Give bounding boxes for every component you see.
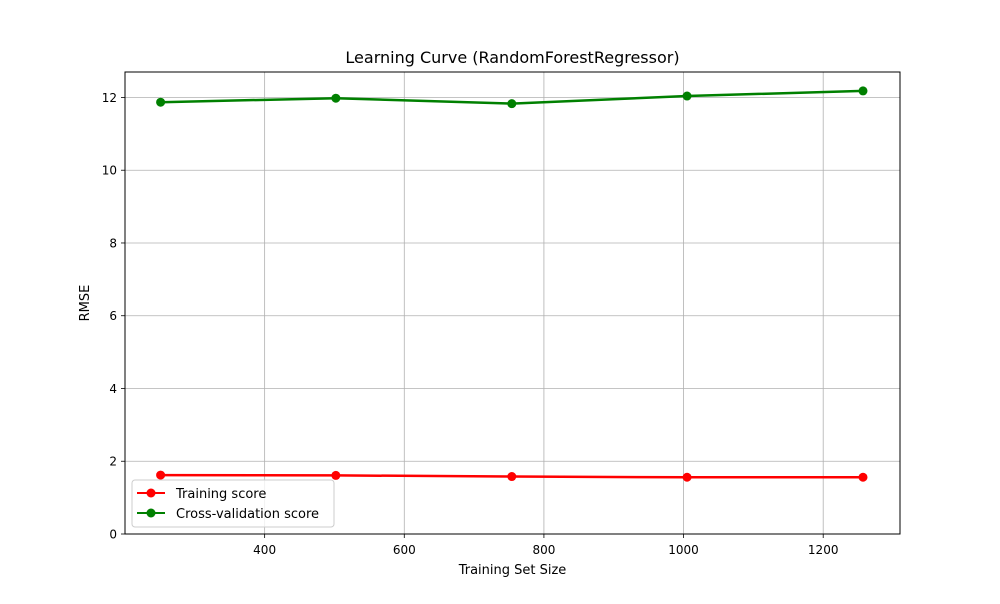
x-tick-label: 800 [532, 543, 555, 557]
data-point-training [507, 472, 517, 482]
x-tick-label: 400 [253, 543, 276, 557]
x-tick-label: 1200 [808, 543, 839, 557]
y-tick-label: 10 [102, 164, 117, 178]
data-point-cross-validation [156, 97, 166, 107]
x-tick-label: 600 [393, 543, 416, 557]
data-point-training [858, 472, 868, 482]
data-point-cross-validation [507, 99, 517, 109]
x-tick-label: 1000 [668, 543, 699, 557]
y-tick-label: 4 [109, 382, 117, 396]
data-point-cross-validation [682, 91, 692, 101]
y-tick-label: 12 [102, 91, 117, 105]
axes: 400 600 800 1000 1200 0 2 4 6 8 10 12 [102, 91, 839, 557]
plot-frame [124, 71, 901, 535]
grid [125, 72, 900, 535]
y-tick-label: 8 [109, 236, 117, 250]
data-point-training [156, 470, 166, 480]
data-point-training [682, 472, 692, 482]
legend-box [131, 479, 335, 528]
y-tick-label: 0 [109, 528, 117, 542]
x-axis-label: Training Set Size [458, 563, 567, 578]
y-tick-label: 2 [109, 455, 117, 469]
y-axis-label: RMSE [78, 285, 93, 322]
legend-marker-cross-validation [146, 508, 156, 518]
legend-marker-training [146, 488, 156, 498]
legend: Training score Cross-validation score [131, 479, 335, 528]
series-layer [156, 86, 868, 482]
y-tick-label: 6 [109, 309, 117, 323]
chart-title: Learning Curve (RandomForestRegressor) [345, 48, 679, 67]
legend-label-cross-validation: Cross-validation score [176, 507, 319, 522]
legend-label-training: Training score [175, 487, 266, 502]
data-point-training [331, 470, 341, 480]
data-point-cross-validation [858, 86, 868, 96]
data-point-cross-validation [331, 93, 341, 103]
